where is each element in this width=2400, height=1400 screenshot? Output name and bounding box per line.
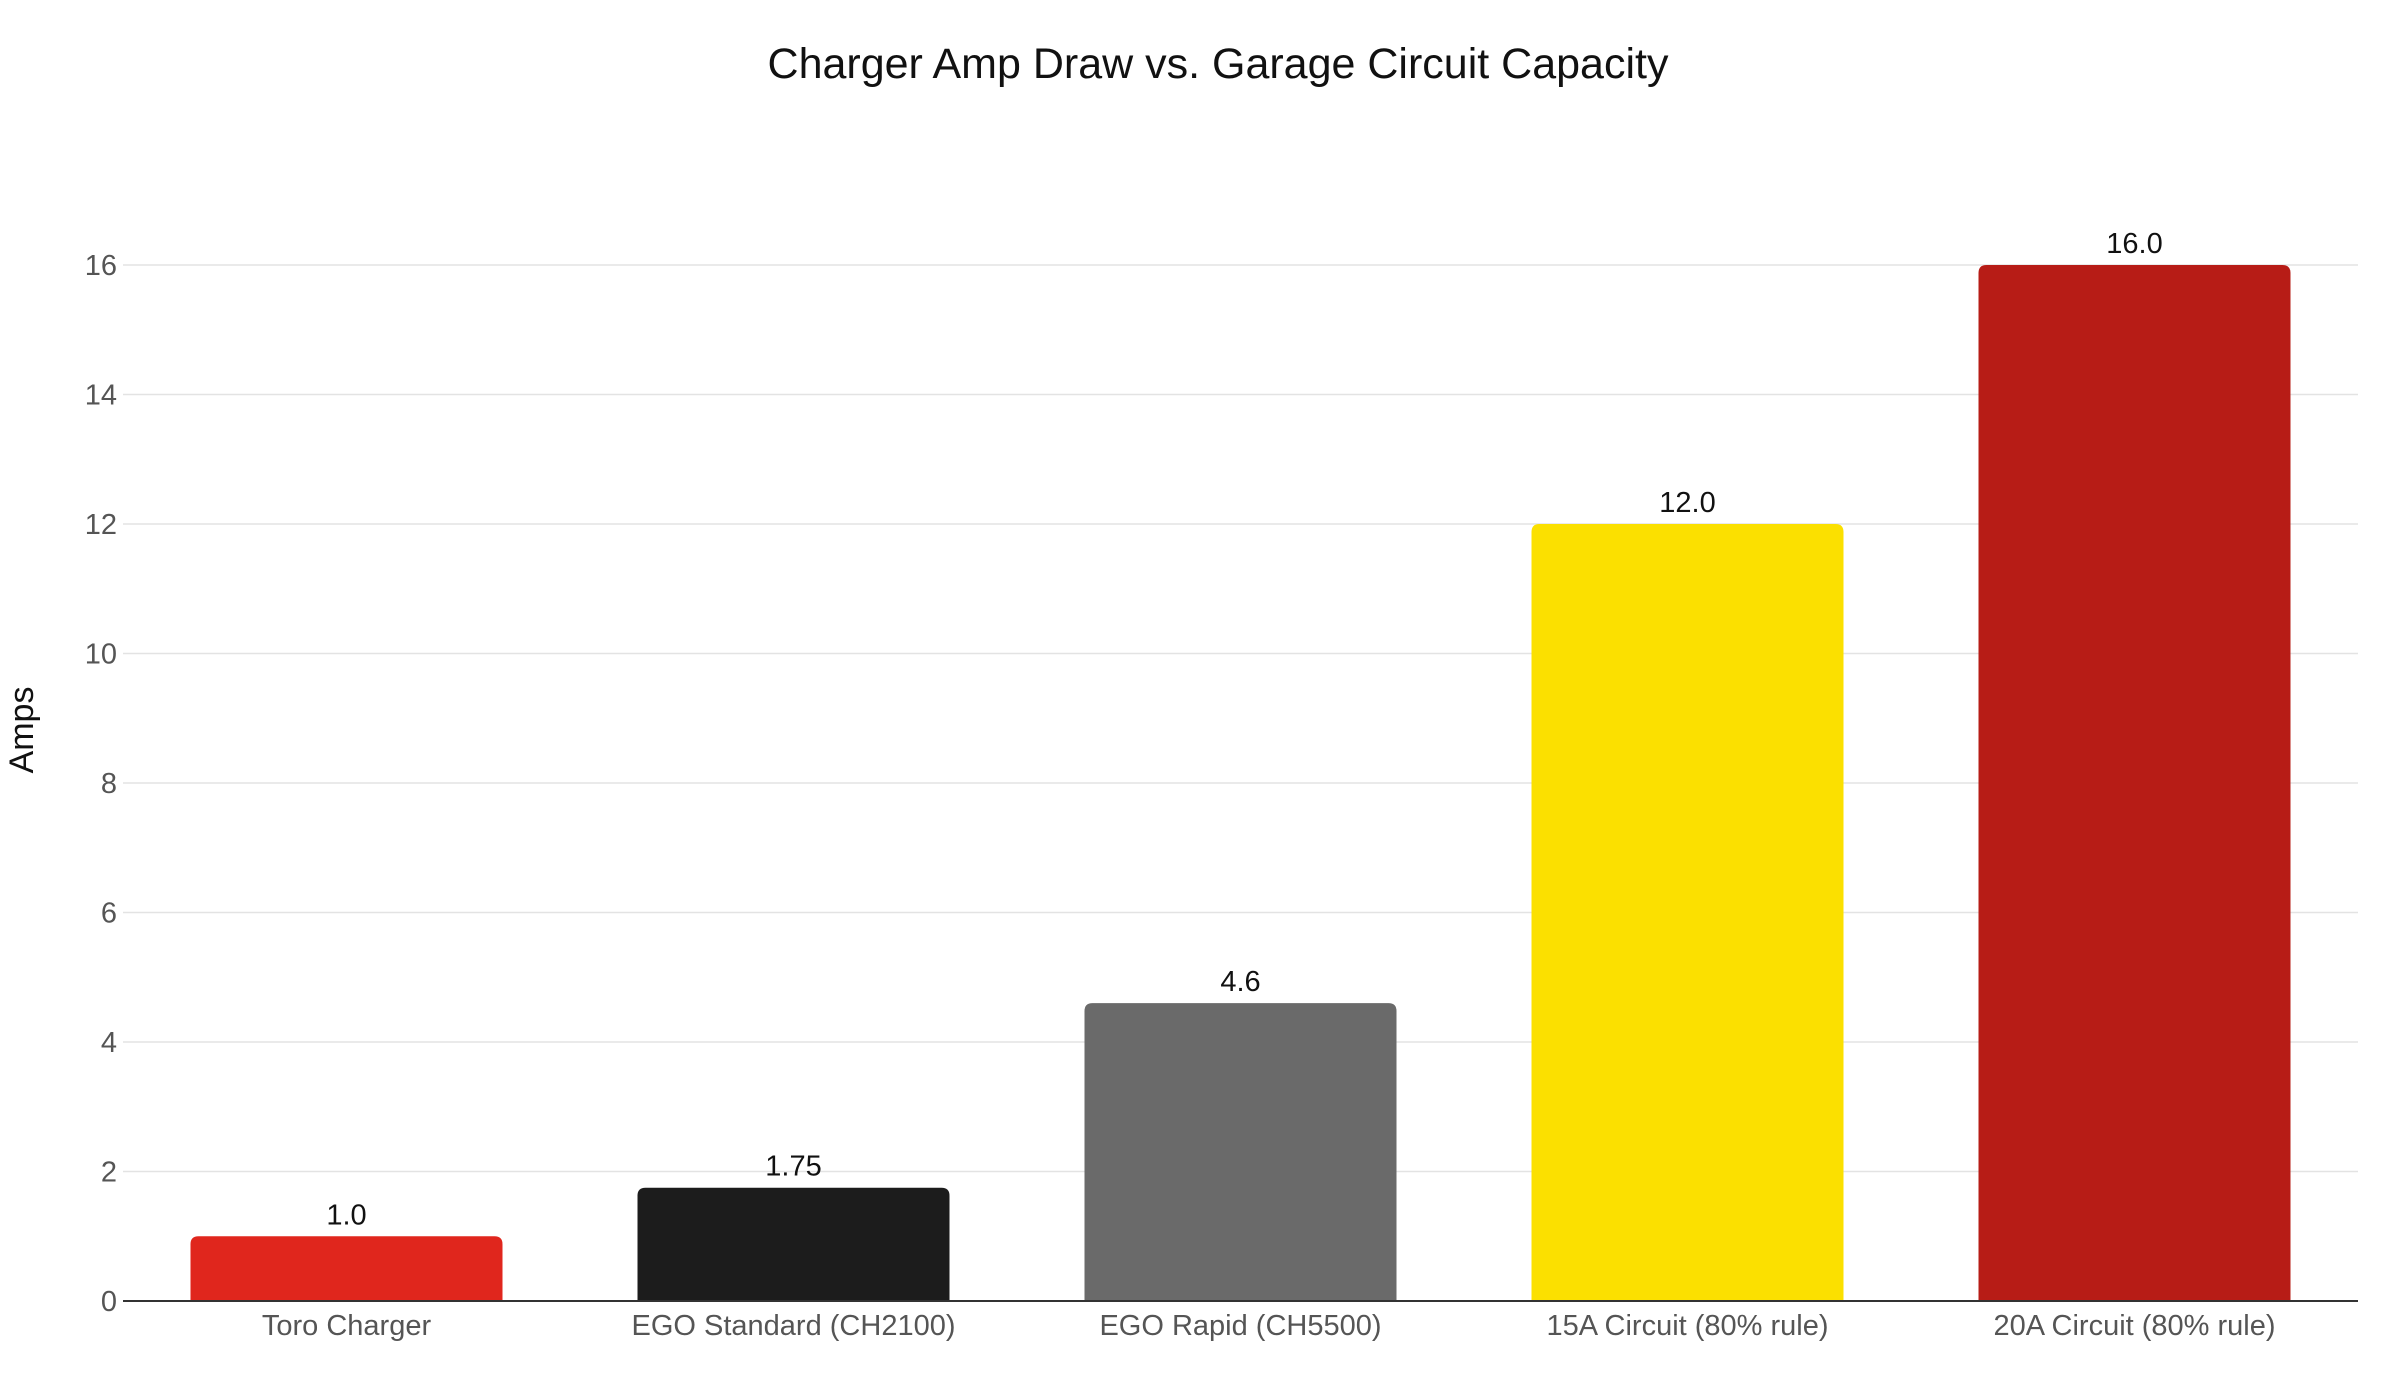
bars	[190, 265, 2291, 1301]
y-tick-label: 8	[101, 768, 117, 800]
y-tick-label: 14	[85, 380, 117, 412]
chart-title: Charger Amp Draw vs. Garage Circuit Capa…	[768, 40, 1669, 88]
gridlines	[123, 264, 2358, 1173]
bar-4	[1531, 524, 1844, 1301]
y-tick-label: 10	[85, 639, 117, 671]
bar-2	[637, 1187, 950, 1301]
x-tick-label: 15A Circuit (80% rule)	[1546, 1310, 1828, 1342]
bar-1	[190, 1236, 503, 1301]
y-tick-label: 4	[101, 1027, 117, 1059]
bar-5	[1978, 265, 2291, 1301]
data-label: 12.0	[1659, 487, 1715, 519]
x-tick-label: 20A Circuit (80% rule)	[1993, 1310, 2275, 1342]
x-tick-label: Toro Charger	[262, 1310, 432, 1342]
data-labels: 1.0 1.75 4.6 12.0 16.0	[326, 228, 2162, 1231]
y-tick-label: 6	[101, 898, 117, 930]
y-tick-label: 0	[101, 1286, 117, 1318]
x-tick-label: EGO Rapid (CH5500)	[1099, 1310, 1381, 1342]
data-label: 1.75	[765, 1151, 821, 1183]
x-tick-label: EGO Standard (CH2100)	[632, 1310, 956, 1342]
y-tick-label: 2	[101, 1157, 117, 1189]
y-axis-ticks: 0 2 4 6 8 10 12 14 16	[85, 250, 117, 1318]
y-axis-title: Amps	[3, 687, 41, 774]
x-axis-ticks: Toro Charger EGO Standard (CH2100) EGO Rap…	[262, 1310, 2276, 1342]
y-tick-label: 12	[85, 509, 117, 541]
bar-3	[1084, 1003, 1397, 1301]
data-label: 1.0	[326, 1199, 366, 1231]
y-tick-label: 16	[85, 250, 117, 282]
data-label: 16.0	[2106, 228, 2162, 260]
data-label: 4.6	[1220, 966, 1260, 998]
